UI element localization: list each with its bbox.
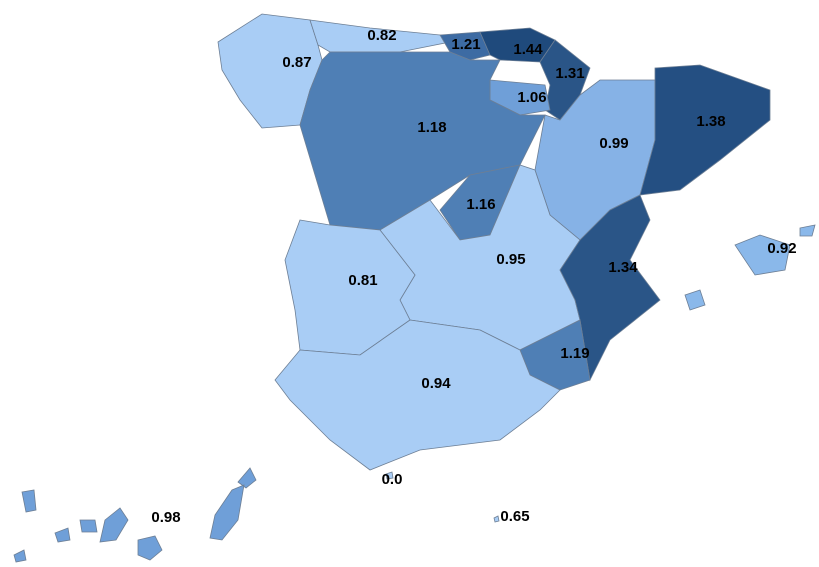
region-value: 0.82 — [367, 27, 396, 44]
region — [559, 194, 661, 382]
region-value: 1.34 — [608, 259, 638, 276]
region — [299, 51, 546, 231]
region-value: 0.98 — [151, 509, 180, 526]
region-value: 1.44 — [513, 41, 543, 58]
region — [309, 19, 451, 53]
region-value: 1.21 — [451, 36, 480, 53]
region-value: 0.0 — [382, 471, 403, 488]
region-value: 1.16 — [466, 196, 495, 213]
region — [639, 64, 771, 196]
region-value: 0.99 — [599, 135, 628, 152]
region-value: 1.19 — [560, 345, 589, 362]
region — [493, 515, 500, 523]
region-value: 1.38 — [696, 113, 725, 130]
region-value: 0.94 — [421, 375, 451, 392]
region — [385, 471, 394, 480]
region-value: 0.95 — [496, 251, 525, 268]
region-value: 1.31 — [555, 65, 584, 82]
region-value: 1.18 — [417, 119, 446, 136]
region-value: 0.81 — [348, 272, 377, 289]
region — [684, 224, 816, 311]
region — [13, 467, 257, 563]
region-value: 0.65 — [500, 508, 529, 525]
region — [274, 319, 561, 471]
region-value: 1.06 — [517, 89, 546, 106]
region-value: 0.92 — [767, 240, 796, 257]
region-value: 0.87 — [282, 54, 311, 71]
